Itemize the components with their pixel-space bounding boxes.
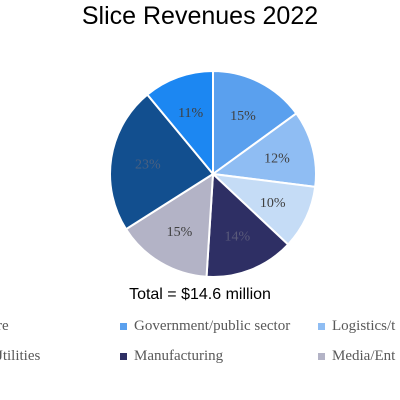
legend-item-government: Government/public sector — [120, 318, 290, 335]
legend-item-label: Media/Ent — [332, 348, 395, 365]
legend-swatch — [120, 353, 127, 360]
slice-value-label: 15% — [230, 109, 256, 124]
legend-item-partial-left-top: re — [0, 318, 9, 335]
legend-item-label: Manufacturing — [134, 348, 223, 365]
legend-item-logistics: Logistics/t — [318, 318, 395, 335]
legend-swatch — [318, 323, 325, 330]
slice-value-label: 11% — [178, 106, 203, 121]
slice-value-label: 15% — [167, 225, 193, 240]
legend-swatch — [120, 323, 127, 330]
legend-swatch — [318, 353, 325, 360]
legend-item-media: Media/Ent — [318, 348, 395, 365]
slice-value-label: 23% — [135, 158, 161, 173]
slice-value-label: 10% — [260, 196, 286, 211]
legend-item-manufacturing: Manufacturing — [120, 348, 223, 365]
total-annotation: Total = $14.6 million — [0, 286, 400, 304]
slice-value-label: 14% — [224, 229, 250, 244]
legend-item-label: Logistics/t — [332, 318, 395, 335]
legend-item-label: Jtilities — [0, 348, 40, 365]
legend-item-partial-left-bottom: Jtilities — [0, 348, 40, 365]
legend-item-label: re — [0, 318, 9, 335]
legend-item-label: Government/public sector — [134, 318, 290, 335]
slice-value-label: 12% — [264, 152, 290, 167]
